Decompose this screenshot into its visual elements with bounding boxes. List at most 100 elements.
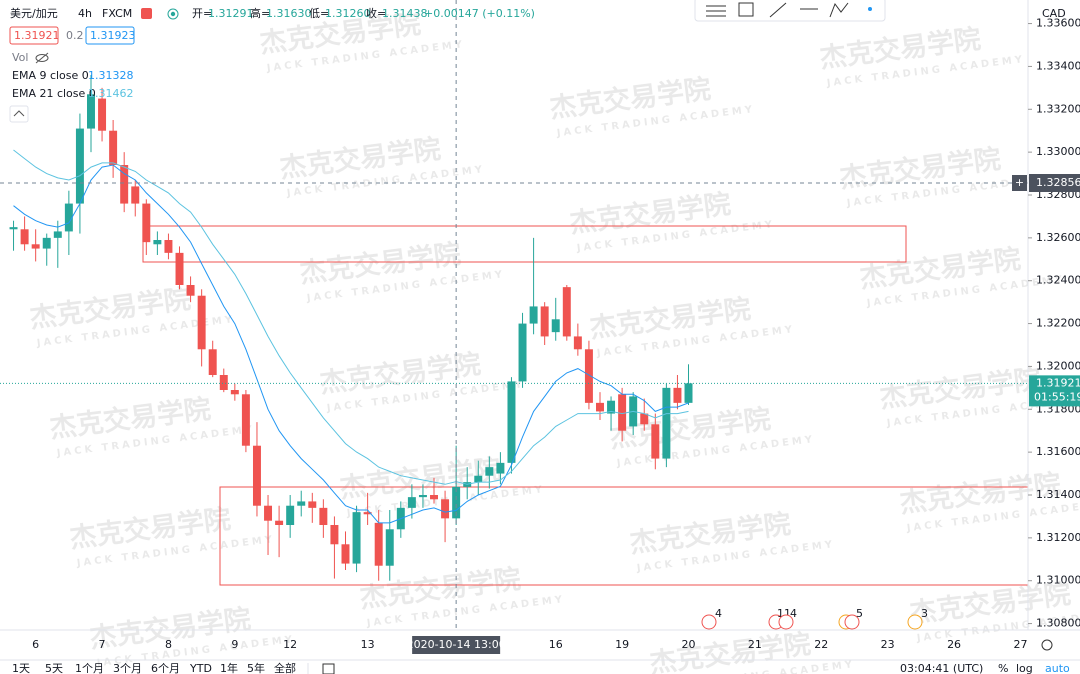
event-icon[interactable] xyxy=(701,614,717,630)
candle-body xyxy=(684,383,693,403)
candle-body xyxy=(20,229,29,245)
y-tick-label: 1.32200 xyxy=(1036,317,1080,330)
candle-body xyxy=(518,323,527,382)
sell-price[interactable]: 1.31921 xyxy=(14,29,60,42)
log-toggle[interactable]: log xyxy=(1016,662,1033,674)
candle-body xyxy=(120,165,129,204)
candle-body xyxy=(341,544,350,564)
crosshair-time-label: 2020-10-14 13:00 xyxy=(407,638,506,651)
candle-body xyxy=(208,349,217,375)
crosshair-price-box xyxy=(1029,174,1080,192)
last-price-label: 1.31921 xyxy=(1036,376,1080,389)
axes: 1.308001.310001.312001.314001.316001.318… xyxy=(32,17,1080,654)
range-button[interactable]: 3个月 xyxy=(113,662,142,674)
x-tick-label: 20 xyxy=(682,638,696,651)
ohlc-value: 1.31438 xyxy=(382,7,428,20)
candle-body xyxy=(42,237,51,249)
x-tick-label: 13 xyxy=(361,638,375,651)
percent-toggle[interactable]: % xyxy=(998,662,1008,674)
range-button[interactable]: 5年 xyxy=(247,661,265,674)
ohlc-prefix: 开= xyxy=(192,7,212,20)
candle-body xyxy=(562,287,571,337)
x-tick-label: 27 xyxy=(1013,638,1027,651)
candle-body xyxy=(507,381,516,463)
ohlc-value: 1.31260 xyxy=(325,7,371,20)
candle-body xyxy=(153,240,162,245)
legend-label[interactable]: EMA 9 close 0 xyxy=(12,69,89,82)
candle-body xyxy=(640,413,649,425)
candle-body xyxy=(540,306,549,337)
legend-value: 1.31328 xyxy=(88,69,134,82)
event-icon[interactable] xyxy=(844,614,860,630)
tool-dot[interactable] xyxy=(868,7,872,11)
candle-body xyxy=(418,495,427,498)
x-tick-label: 6 xyxy=(32,638,39,651)
symbol[interactable]: 美元/加元 xyxy=(10,7,58,20)
hide-icon[interactable] xyxy=(35,54,49,62)
zone-box[interactable] xyxy=(142,225,907,263)
spread: 0.2 xyxy=(66,29,84,42)
candle-body xyxy=(142,203,151,243)
crosshair-add-button[interactable] xyxy=(1012,175,1027,191)
status-icon xyxy=(167,8,179,20)
y-tick-label: 1.32600 xyxy=(1036,231,1080,244)
x-tick-label: 8 xyxy=(165,638,172,651)
settings-icon[interactable] xyxy=(1041,639,1053,651)
source: FXCM xyxy=(102,7,132,20)
bottom-toolbar: 1天 5天 1个月 3个月 6个月 YTD 1年 5年 全部 03:04:41 … xyxy=(12,661,1070,674)
range-button[interactable]: 5天 xyxy=(45,662,63,674)
x-tick-label: 16 xyxy=(549,638,563,651)
candle-body xyxy=(275,520,284,525)
auto-toggle[interactable]: auto xyxy=(1045,662,1070,674)
range-button[interactable]: YTD xyxy=(189,662,212,674)
range-button[interactable]: 1个月 xyxy=(75,662,104,674)
tool-icon[interactable] xyxy=(769,2,787,18)
legend-label[interactable]: EMA 21 close 0 xyxy=(12,87,96,100)
candle-body xyxy=(186,285,195,296)
y-tick-label: 1.30800 xyxy=(1036,617,1080,630)
tool-icon[interactable] xyxy=(738,2,754,17)
range-button[interactable]: 1年 xyxy=(220,661,238,674)
candle-body xyxy=(430,495,438,500)
x-tick-label: 23 xyxy=(881,638,895,651)
candle-body xyxy=(175,252,184,285)
candle-body xyxy=(385,529,394,566)
x-tick-label: 22 xyxy=(814,638,828,651)
range-button[interactable]: 全部 xyxy=(274,661,296,674)
candle-body xyxy=(308,501,317,508)
buy-price[interactable]: 1.31923 xyxy=(90,29,136,42)
tool-icon[interactable] xyxy=(829,2,849,18)
last-price-box xyxy=(1029,375,1080,407)
collapse-button[interactable] xyxy=(9,105,29,123)
candle-body xyxy=(64,203,73,232)
sell-box[interactable] xyxy=(9,26,59,45)
x-tick-label: 7 xyxy=(99,638,106,651)
interval[interactable]: 4h xyxy=(78,7,92,20)
flag-icon[interactable] xyxy=(141,8,152,19)
crosshair-add-icon: + xyxy=(1015,176,1024,189)
x-tick-label: 12 xyxy=(283,638,297,651)
event-icon[interactable] xyxy=(907,614,923,630)
date-range-icon[interactable] xyxy=(322,663,335,674)
candle-body xyxy=(109,130,118,165)
event-count: 3 xyxy=(921,607,928,620)
candle-body xyxy=(53,231,62,238)
event-count: 4 xyxy=(790,607,797,620)
clock: 03:04:41 (UTC) xyxy=(900,662,983,674)
range-button[interactable]: 1天 xyxy=(12,662,30,674)
ema-line xyxy=(13,149,689,485)
buy-box[interactable] xyxy=(85,26,135,45)
range-button[interactable]: 6个月 xyxy=(151,662,180,674)
ohlc-value: 1.31630 xyxy=(266,7,312,20)
legend-value: 1.31462 xyxy=(88,87,134,100)
event-icon[interactable] xyxy=(778,614,794,630)
collapse-icon xyxy=(13,110,25,117)
